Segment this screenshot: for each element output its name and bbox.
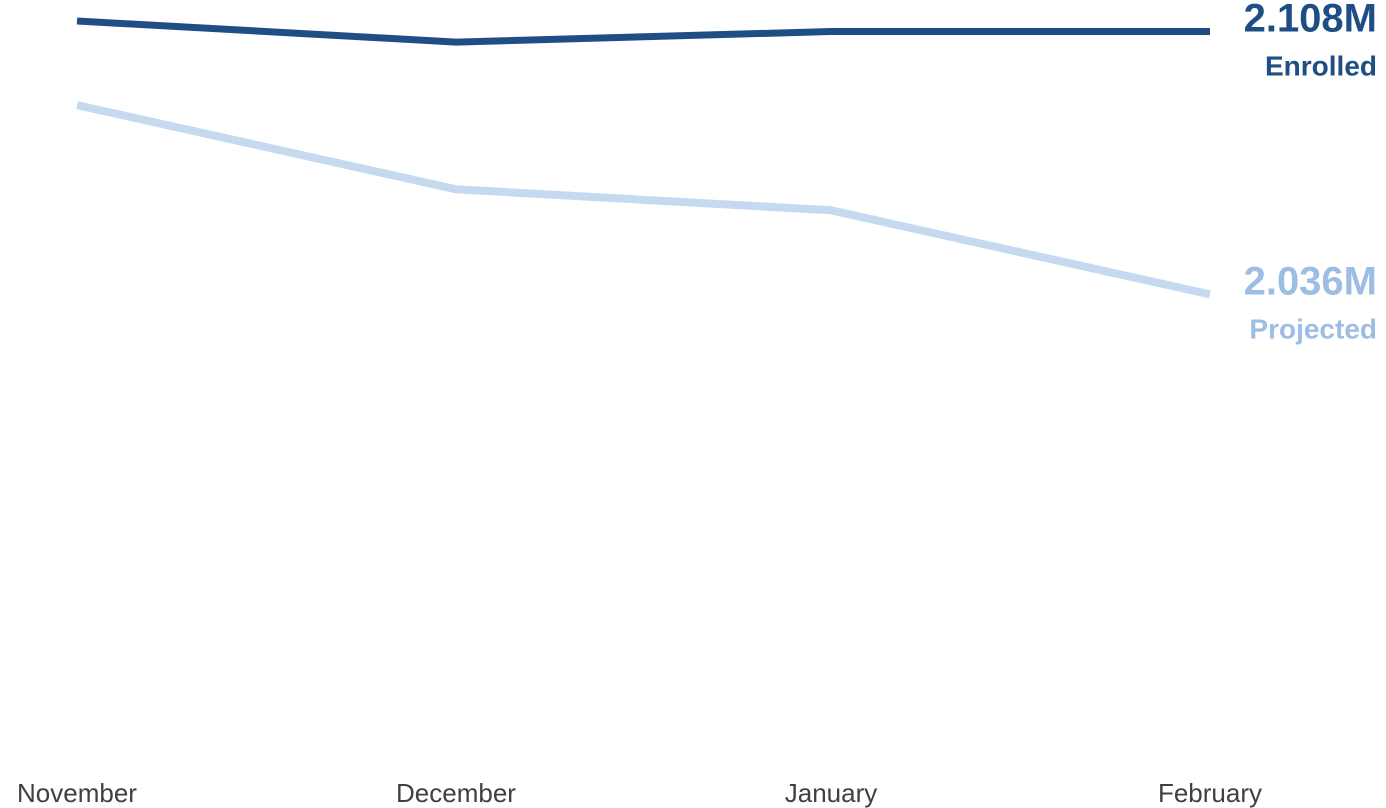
end-label-name-enrolled: Enrolled	[1265, 51, 1377, 82]
end-label-value-enrolled: 2.108M	[1244, 0, 1377, 41]
end-label-name-projected: Projected	[1249, 313, 1377, 344]
x-tick-label-january: January	[785, 778, 878, 808]
series-layer	[76, 17, 1211, 299]
x-tick-label-november: November	[17, 778, 137, 808]
end-label-value-projected: 2.036M	[1244, 259, 1377, 303]
x-axis: November December January February	[17, 778, 1262, 808]
series-line-projected	[76, 101, 1211, 299]
label-layer: 2.108M Enrolled 2.036M Projected	[1244, 0, 1377, 344]
x-tick-label-december: December	[396, 778, 516, 808]
series-line-enrolled	[76, 17, 1210, 46]
x-tick-label-february: February	[1158, 778, 1262, 808]
